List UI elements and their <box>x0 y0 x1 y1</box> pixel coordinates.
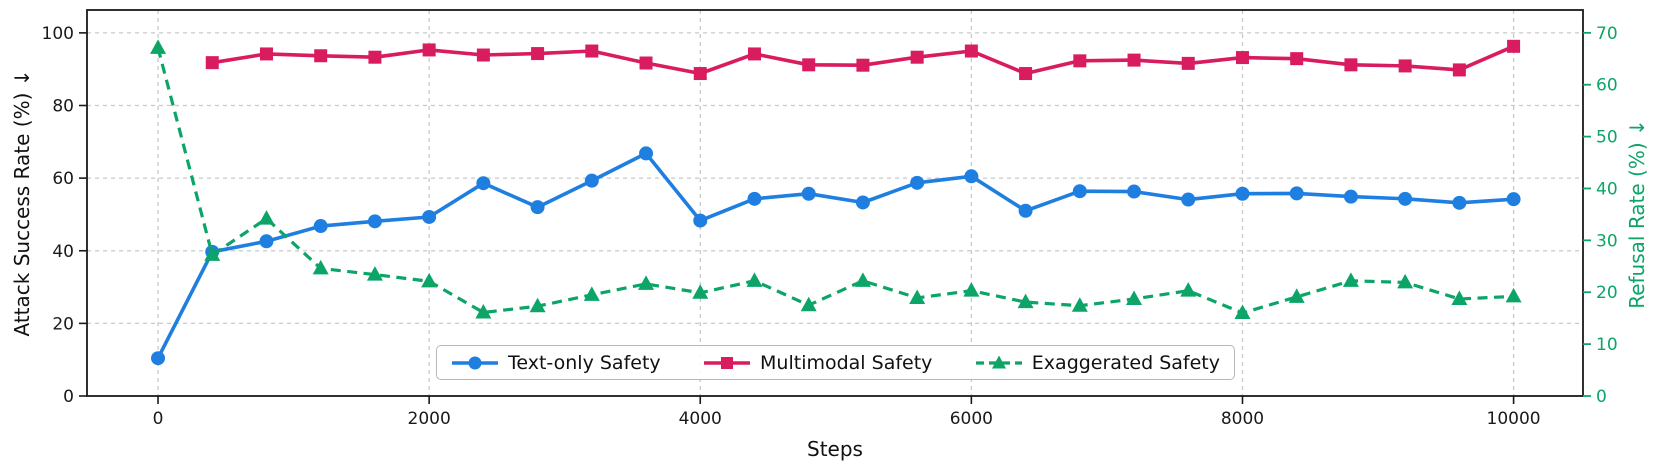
tick-label: 10000 <box>1487 409 1541 429</box>
tick-label: 60 <box>52 169 74 189</box>
legend-label-exaggerated-safety: Exaggerated Safety <box>1031 351 1220 374</box>
tick-label: 20 <box>52 314 74 334</box>
legend-marker-text-only-safety-icon <box>451 353 499 373</box>
tick-label: 50 <box>1596 128 1618 148</box>
tick-label: 8000 <box>1221 409 1264 429</box>
tick-label: 40 <box>52 242 74 262</box>
tick-label: 0 <box>153 409 164 429</box>
tick-label: 40 <box>1596 179 1618 199</box>
series-text-only-safety <box>151 146 1521 366</box>
series-multimodal-safety <box>205 39 1521 81</box>
legend-item-text-only-safety: Text-only Safety <box>451 352 661 374</box>
tick-label: 2000 <box>408 409 451 429</box>
tick-label: 0 <box>1596 387 1607 407</box>
gridlines <box>87 10 1583 397</box>
tick-label: 60 <box>1596 76 1618 96</box>
axis-ticks: 0 20 40 60 80 100 0 2000 4000 6000 8000 10000 0 10 20 3… <box>42 24 1618 429</box>
tick-label: 10 <box>1596 335 1618 355</box>
series-exaggerated-safety <box>150 39 1522 319</box>
legend-marker-multimodal-safety-icon <box>703 353 751 373</box>
tick-label: 80 <box>52 97 74 117</box>
legend-item-multimodal-safety: Multimodal Safety <box>703 352 932 374</box>
legend-item-exaggerated-safety: Exaggerated Safety <box>975 352 1220 374</box>
tick-label: 30 <box>1596 231 1618 251</box>
tick-label: 20 <box>1596 283 1618 303</box>
x-axis-label: Steps <box>807 437 863 461</box>
tick-label: 0 <box>63 387 74 407</box>
legend-marker-exaggerated-safety-icon <box>975 353 1023 373</box>
tick-label: 100 <box>42 24 74 44</box>
plot-border <box>86 9 1584 397</box>
tick-label: 70 <box>1596 24 1618 44</box>
tick-label: 6000 <box>950 409 993 429</box>
legend-label-text-only-safety: Text-only Safety <box>508 351 661 374</box>
legend: Text-only Safety Multimodal Safety Exagg… <box>436 345 1235 380</box>
left-axis-label: Attack Success Rate (%) ↓ <box>10 69 34 337</box>
right-axis-label: Refusal Rate (%) ↓ <box>1625 119 1649 309</box>
legend-label-multimodal-safety: Multimodal Safety <box>760 351 933 374</box>
tick-label: 4000 <box>679 409 722 429</box>
